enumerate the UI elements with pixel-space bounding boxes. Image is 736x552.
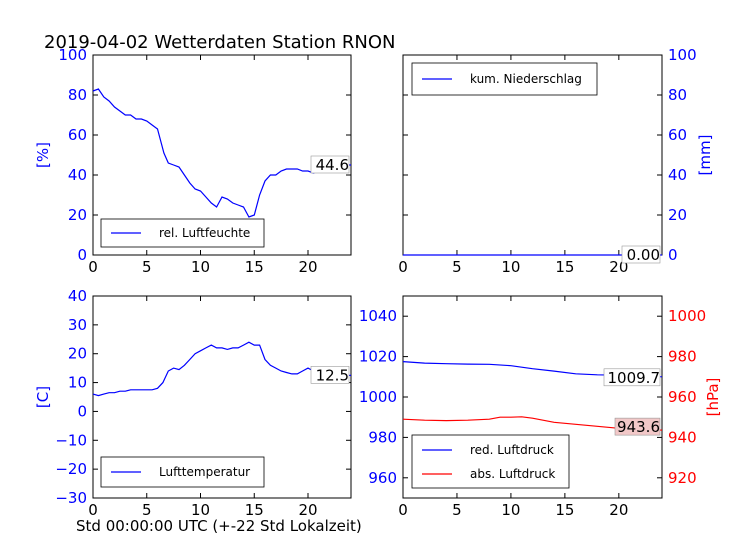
x-tick-label: 15 xyxy=(245,258,264,276)
legend-label: kum. Niederschlag xyxy=(470,72,582,86)
x-tick-label: 10 xyxy=(191,258,210,276)
legend-label: red. Luftdruck xyxy=(470,443,554,457)
y-tick-label: 10 xyxy=(68,374,87,392)
value-annotation: 0.00 xyxy=(627,246,660,264)
x-tick-label: 20 xyxy=(298,258,317,276)
value-annotation-box xyxy=(310,366,350,384)
series-line-humidity-0 xyxy=(92,88,351,218)
series-line-pressure-1 xyxy=(402,416,663,431)
y-tick-label: 30 xyxy=(68,316,87,334)
y-tick-label: −20 xyxy=(55,460,87,478)
x-tick-label: 0 xyxy=(398,501,408,519)
y-axis-label: [mm] xyxy=(696,135,714,176)
y-tick-label: 1000 xyxy=(359,388,397,406)
y-tick-label: 60 xyxy=(68,126,87,144)
y-right-tick-label: 940 xyxy=(668,428,697,446)
x-tick-label: 20 xyxy=(298,501,317,519)
value-annotation-left: 1009.7 xyxy=(608,369,661,387)
value-annotation-box xyxy=(310,155,350,174)
x-tick-label: 15 xyxy=(245,501,264,519)
series-line-temperature-0 xyxy=(92,341,351,397)
y-tick-label: 1040 xyxy=(359,307,397,325)
y-tick-label: 80 xyxy=(668,86,687,104)
y-axis-label: [C] xyxy=(34,386,52,408)
x-tick-label: 10 xyxy=(501,258,520,276)
x-tick-label: 10 xyxy=(501,501,520,519)
y-tick-label: 100 xyxy=(668,46,697,64)
x-tick-label: 5 xyxy=(142,501,152,519)
x-tick-label: 20 xyxy=(609,501,628,519)
panel-humidity: 0 5 10 15 20 0 20 40 60 80 100 [%] rel. Luftfeuchte 4… xyxy=(34,46,352,276)
y-tick-label: 20 xyxy=(668,206,687,224)
y-axis-label: [%] xyxy=(34,142,52,168)
y-tick-label: 40 xyxy=(68,166,87,184)
y-right-tick-label: 980 xyxy=(668,348,697,366)
figure-title: 2019-04-02 Wetterdaten Station RNON xyxy=(44,32,395,53)
y-tick-label: 20 xyxy=(68,206,87,224)
y-tick-label: 40 xyxy=(668,166,687,184)
y-tick-label: 80 xyxy=(68,86,87,104)
x-tick-label: 5 xyxy=(142,258,152,276)
legend-label: Lufttemperatur xyxy=(159,465,250,479)
y-tick-label: 20 xyxy=(68,345,87,363)
value-annotation-box xyxy=(621,245,661,264)
x-tick-label: 0 xyxy=(88,501,98,519)
y-tick-label: 960 xyxy=(368,469,397,487)
value-annotation: 44.6 xyxy=(316,156,349,174)
y-tick-label: 0 xyxy=(668,246,678,264)
y-tick-label: 40 xyxy=(68,287,87,305)
legend-box xyxy=(411,434,570,489)
x-tick-label: 10 xyxy=(191,501,210,519)
x-tick-label: 15 xyxy=(555,258,574,276)
y-tick-label: 60 xyxy=(668,126,687,144)
value-annotation-right: 943.6 xyxy=(617,418,660,436)
y-right-axis-label: [hPa] xyxy=(704,378,722,417)
y-right-tick-label: 920 xyxy=(668,469,697,487)
y-tick-label: 980 xyxy=(368,428,397,446)
x-tick-label: 0 xyxy=(88,258,98,276)
y-tick-label: 100 xyxy=(58,46,87,64)
panel-pressure: 0 5 10 15 20 960 980 1000 1020 1040 920 940 960 980 10… xyxy=(359,295,722,519)
x-tick-label: 0 xyxy=(398,258,408,276)
plot-frame xyxy=(92,295,352,499)
x-tick-label: 5 xyxy=(452,501,462,519)
panel-temperature: 0 5 10 15 20 −30 −20 −10 0 10 20 30 40 [C] Lufttempera… xyxy=(34,287,352,519)
y-tick-label: 0 xyxy=(77,402,87,420)
plot-frame xyxy=(92,54,352,256)
legend-label: abs. Luftdruck xyxy=(470,467,555,481)
value-annotation-box xyxy=(614,417,661,436)
x-tick-label: 15 xyxy=(555,501,574,519)
y-tick-label: 0 xyxy=(77,246,87,264)
x-tick-label: 5 xyxy=(452,258,462,276)
legend-label: rel. Luftfeuchte xyxy=(159,226,250,240)
y-tick-label: 1020 xyxy=(359,348,397,366)
value-annotation-box xyxy=(603,368,661,387)
value-annotation: 12.5 xyxy=(316,366,349,384)
y-right-tick-label: 960 xyxy=(668,388,697,406)
y-right-tick-label: 1000 xyxy=(668,307,706,325)
y-tick-label: −10 xyxy=(55,431,87,449)
y-tick-label: −30 xyxy=(55,489,87,507)
x-axis-label: Std 00:00:00 UTC (+-22 Std Lokalzeit) xyxy=(76,517,362,535)
